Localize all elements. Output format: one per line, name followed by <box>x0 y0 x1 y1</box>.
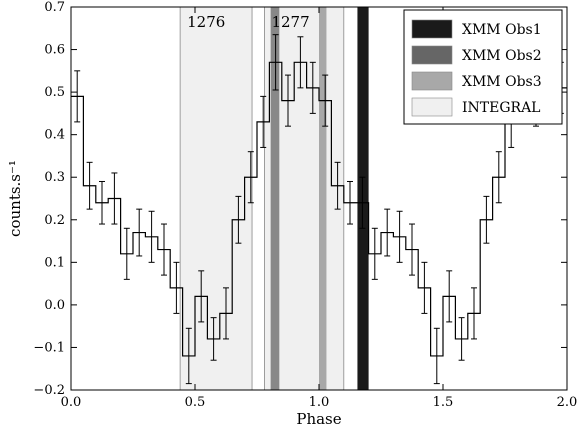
error-bar-16 <box>272 34 279 91</box>
error-bar-24 <box>371 227 378 280</box>
shaded-regions <box>179 6 369 391</box>
error-bar-13 <box>235 195 242 244</box>
legend-label-1: XMM Obs2 <box>462 48 542 64</box>
shaded-region-0 <box>179 6 253 391</box>
error-bar-20 <box>322 74 329 127</box>
axis-ticks: 0.0 0.5 1.0 1.5 2.0 −0.2 −0.1 0.0 0.1 0.2 0.3 0.4 0.… <box>33 0 577 410</box>
error-bar-10 <box>198 270 205 323</box>
x-tick-label-4: 2.0 <box>557 395 578 410</box>
error-bar-2 <box>99 180 105 225</box>
y-tick-label-0: −0.2 <box>33 383 65 398</box>
y-tick-label-9: 0.7 <box>44 0 65 15</box>
error-bar-17 <box>285 74 291 127</box>
shaded-region-2 <box>270 7 280 390</box>
legend-entry-0: XMM Obs1 <box>411 19 542 39</box>
x-tick-label-2: 1.0 <box>309 395 330 410</box>
error-bar-1 <box>86 161 93 210</box>
y-tick-label-3: 0.1 <box>44 255 65 270</box>
x-tick-label-0: 0.0 <box>61 395 82 410</box>
region-labels: 1276 1277 <box>187 13 310 31</box>
step-line <box>71 61 567 357</box>
x-axis-label: Phase <box>296 410 341 428</box>
error-bar-5 <box>136 208 143 257</box>
error-bar-21 <box>334 161 341 210</box>
error-bar-26 <box>396 210 403 263</box>
region-label-0: 1276 <box>187 13 225 31</box>
y-tick-label-8: 0.6 <box>44 43 65 58</box>
error-bar-6 <box>148 210 155 263</box>
y-tick-label-1: −0.1 <box>33 340 65 355</box>
legend-swatch-2 <box>411 71 453 91</box>
shaded-region-3 <box>319 7 327 390</box>
error-bar-4 <box>123 227 130 280</box>
error-bar-23 <box>359 176 366 229</box>
error-bar-34 <box>495 151 502 204</box>
x-tick-label-1: 0.5 <box>185 395 206 410</box>
error-bar-25 <box>384 208 391 257</box>
legend-entry-3: INTEGRAL <box>411 97 540 117</box>
error-bar-32 <box>471 287 477 340</box>
error-bar-15 <box>260 95 267 148</box>
error-bar-11 <box>210 317 217 361</box>
error-bar-7 <box>161 223 167 276</box>
legend-entry-2: XMM Obs3 <box>411 71 542 91</box>
error-bar-14 <box>247 151 254 204</box>
legend-label-3: INTEGRAL <box>462 100 540 116</box>
y-tick-label-5: 0.3 <box>44 170 65 185</box>
error-bar-28 <box>421 261 428 314</box>
error-bar-19 <box>309 61 316 114</box>
legend-swatch-1 <box>411 45 453 65</box>
legend-swatch-3 <box>411 97 453 117</box>
error-bar-31 <box>458 317 465 361</box>
error-bar-3 <box>111 172 118 225</box>
y-axis-label: counts.s⁻¹ <box>6 160 24 237</box>
error-bar-8 <box>173 261 180 314</box>
legend-label-2: XMM Obs3 <box>462 74 542 90</box>
error-bar-33 <box>483 195 490 244</box>
legend: XMM Obs1 XMM Obs2 XMM Obs3 INTEGRAL <box>403 9 563 125</box>
error-bar-18 <box>297 36 304 89</box>
legend-label-0: XMM Obs1 <box>462 22 542 38</box>
y-tick-label-7: 0.5 <box>44 85 65 100</box>
error-bar-29 <box>433 327 440 385</box>
y-tick-label-2: 0.0 <box>44 298 65 313</box>
y-tick-label-4: 0.2 <box>44 213 65 228</box>
error-bar-0 <box>74 70 81 123</box>
error-bar-30 <box>446 270 453 323</box>
legend-entry-1: XMM Obs2 <box>411 45 542 65</box>
legend-swatch-0 <box>411 19 453 39</box>
error-bar-22 <box>347 180 353 225</box>
error-bar-9 <box>185 327 192 385</box>
y-tick-label-6: 0.4 <box>44 128 65 143</box>
x-tick-label-3: 1.5 <box>433 395 454 410</box>
error-bar-27 <box>409 223 415 276</box>
error-bar-12 <box>223 287 229 340</box>
shaded-region-4 <box>357 7 369 390</box>
region-label-1: 1277 <box>271 13 309 31</box>
